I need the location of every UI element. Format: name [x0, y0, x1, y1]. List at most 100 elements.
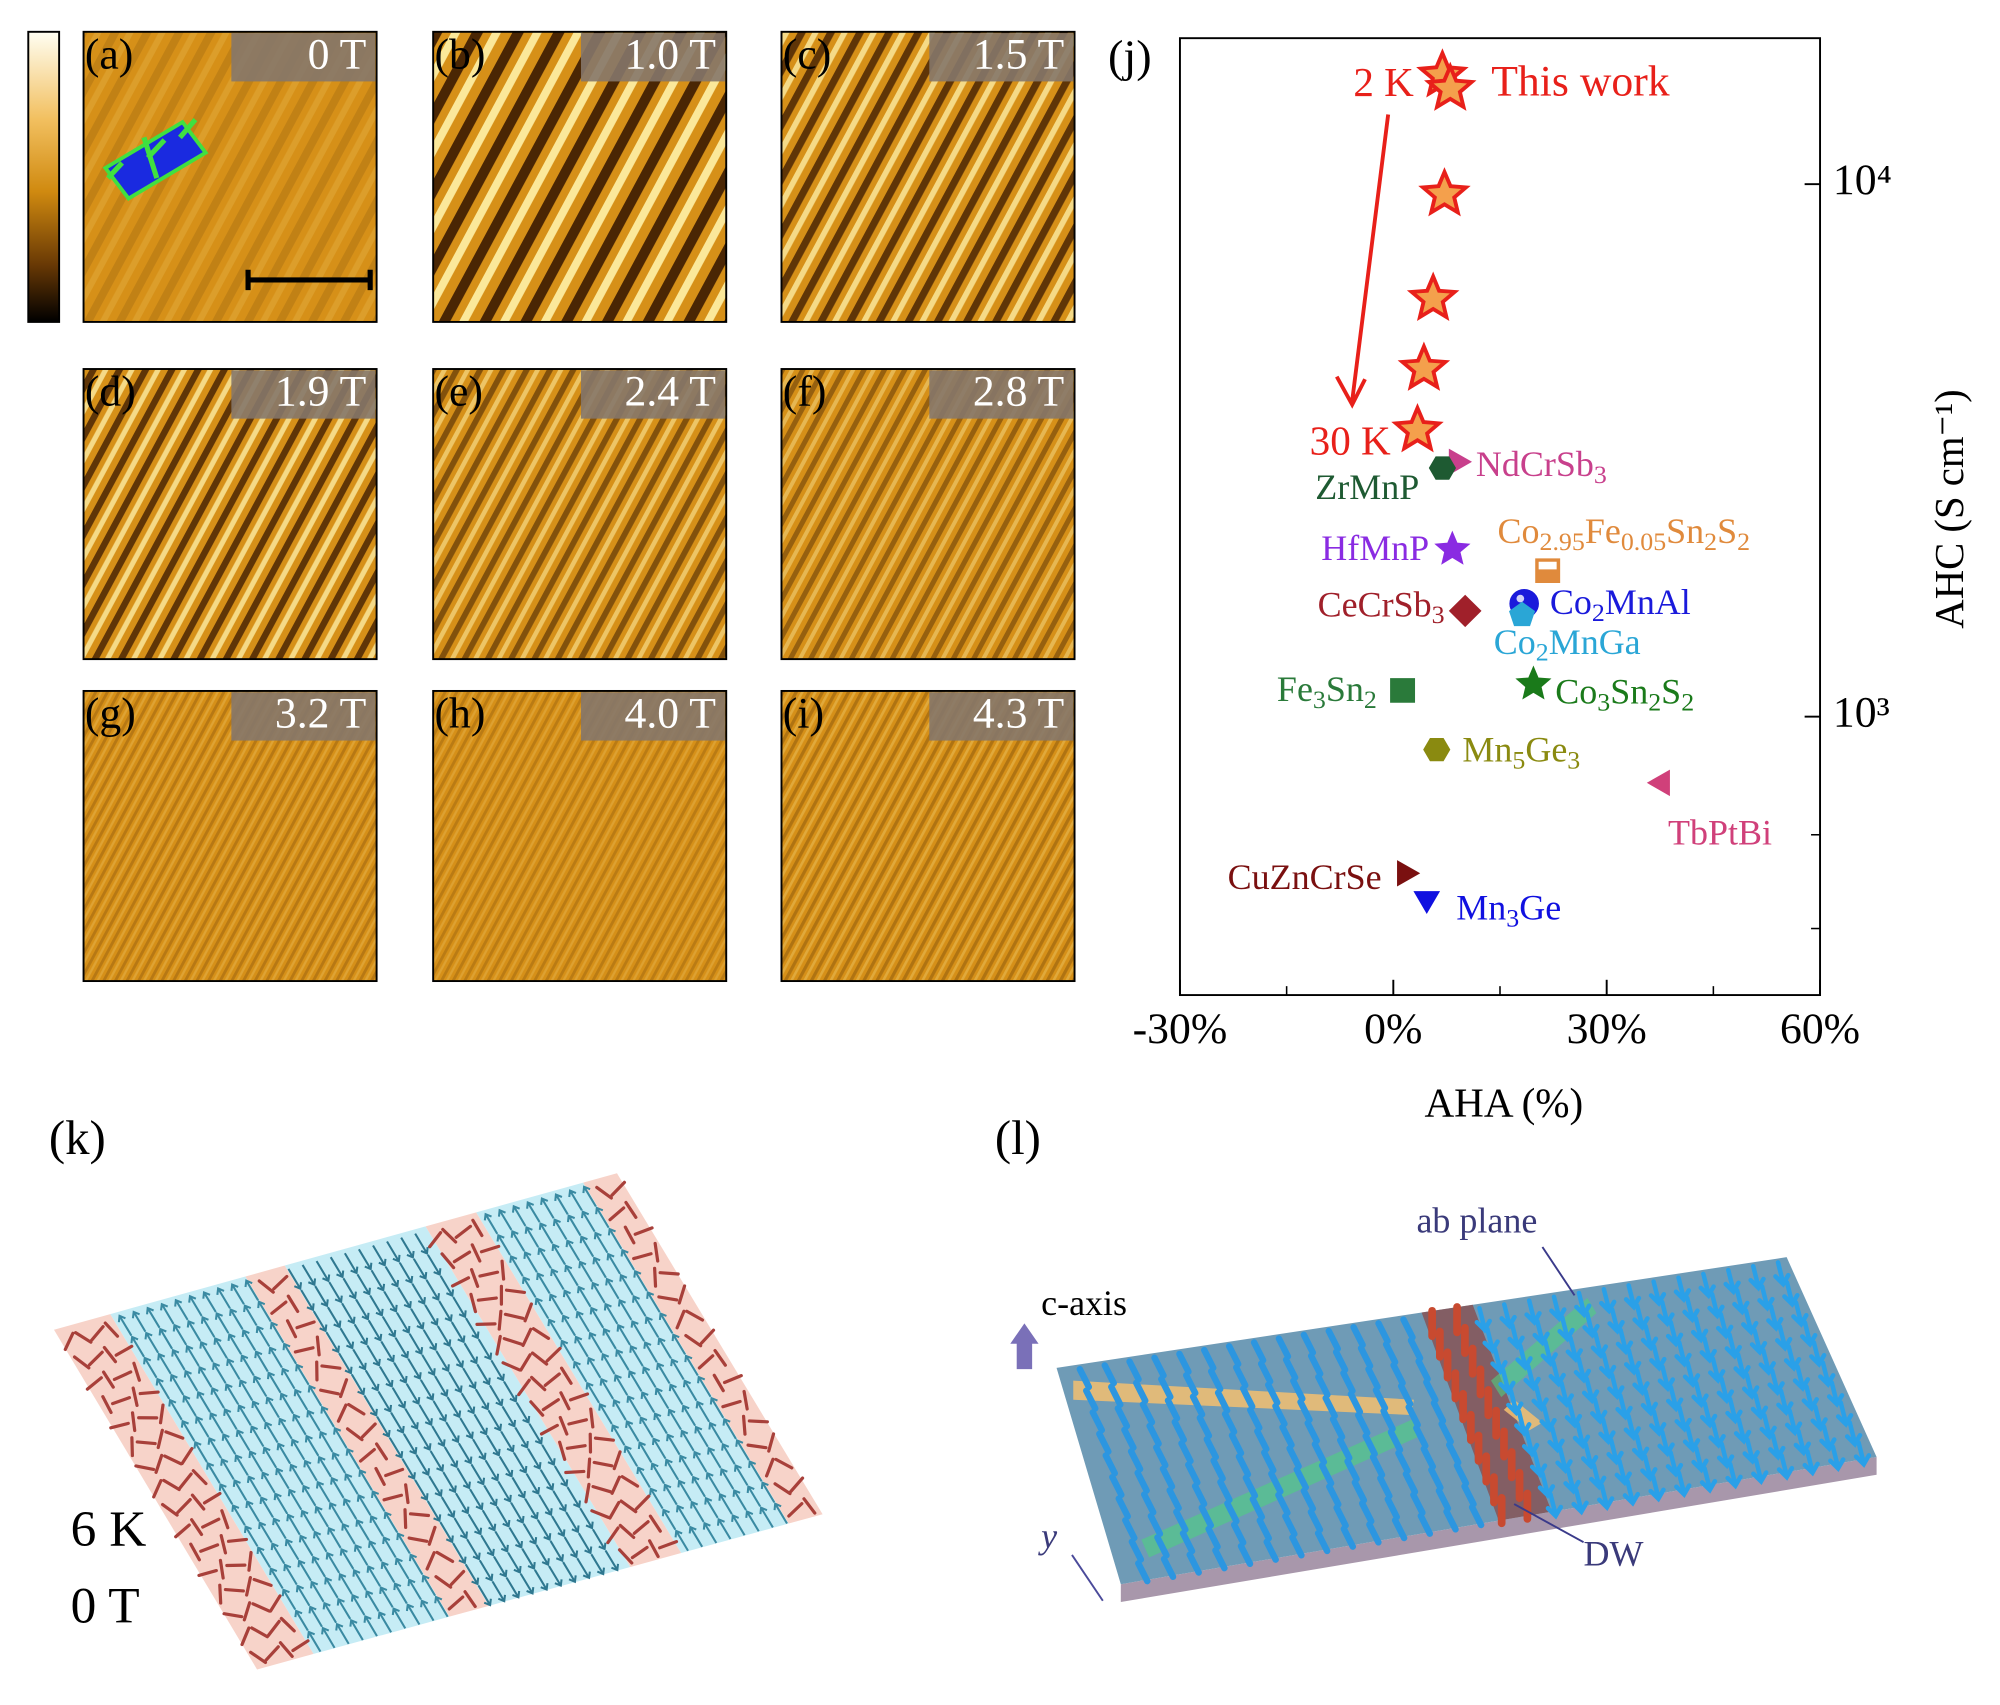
wall-spins: [1428, 1303, 1532, 1528]
field-box: [580, 692, 725, 741]
marker: [1434, 530, 1471, 565]
spin-arrows-left: [1076, 1316, 1485, 1585]
marker-detail: [1516, 594, 1525, 603]
x-tick-label: 60%: [1780, 1005, 1860, 1053]
domain-box: [102, 119, 209, 202]
y-tick-label: 10⁴: [1833, 156, 1892, 204]
y-axis-label: y: [1038, 1516, 1057, 1556]
x-tick-label: 0%: [1364, 1005, 1422, 1053]
series-label: TbPtBi: [1668, 813, 1772, 853]
x-tick-label: -30%: [1133, 1005, 1228, 1053]
field-label: 2.4 T: [624, 368, 715, 416]
wall-pointer: [1513, 1503, 1585, 1544]
marker-detail: [1538, 561, 1557, 570]
field-label: 3.2 T: [275, 690, 366, 738]
marker: [1391, 403, 1444, 453]
panel-label: (f): [783, 368, 827, 416]
panel-label: (j): [1108, 31, 1152, 82]
slab-side: [1120, 1456, 1877, 1603]
marker: [1509, 601, 1536, 627]
path-green: [1491, 1297, 1597, 1398]
y-axis-line: [1071, 1554, 1104, 1602]
marker: [1390, 678, 1416, 703]
marker: [1515, 665, 1552, 700]
field-label: 1.9 T: [275, 368, 366, 416]
field-label: 1.0 T: [624, 31, 715, 79]
marker: [1397, 341, 1451, 391]
scatter-chart: (j) AHA (%) AHC (S cm⁻¹) 2 K 30 K -30% 0%…: [1108, 31, 1972, 1126]
temperature-arrow: [1335, 114, 1391, 409]
field-box: [580, 33, 725, 82]
marker: [1424, 61, 1477, 111]
wall-region: [245, 1265, 489, 1617]
afm-panels: 0 T (a) 1.0 T (b) 1.5 T (c) 1.9 T (d) 2.4 T (e) 2.…: [82, 31, 1076, 983]
series-label: HfMnP: [1321, 528, 1429, 568]
x-axis-title: AHA (%): [1424, 1081, 1583, 1126]
marker: [1418, 167, 1471, 217]
x-tick-label: 30%: [1567, 1005, 1647, 1053]
series-label: Co3Sn2S2: [1555, 672, 1694, 716]
field-label: 2.8 T: [973, 368, 1064, 416]
marker: [1448, 594, 1482, 628]
series-label: NdCrSb3: [1476, 445, 1607, 489]
series-label: This work: [1491, 58, 1670, 106]
series-label: CeCrSb3: [1318, 585, 1445, 629]
c-axis-label: c-axis: [1041, 1283, 1127, 1323]
panel-label: (g): [85, 690, 136, 738]
marker: [1646, 769, 1670, 797]
panel-label: (e): [434, 368, 482, 416]
wall-spins: [63, 1180, 817, 1665]
annotation: 30 K: [1310, 419, 1392, 464]
panel-label: (h): [434, 690, 485, 738]
marker: [1423, 738, 1451, 762]
temperature-label: 6 K: [71, 1501, 147, 1558]
spin-arrows-up: [117, 1185, 788, 1653]
series-label: CuZnCrSe: [1228, 857, 1382, 897]
field-label: 4.3 T: [973, 690, 1064, 738]
series-label: Mn3Ge: [1456, 888, 1561, 932]
wall-region: [583, 1173, 823, 1524]
series-label: ZrMnP: [1315, 467, 1419, 507]
annotation: 2 K: [1353, 60, 1414, 105]
marker: [1406, 271, 1460, 321]
panel-label: (k): [49, 1111, 106, 1165]
wall-label: DW: [1584, 1534, 1644, 1574]
field-box: [231, 370, 376, 419]
field-box: [929, 370, 1074, 419]
field-box: [231, 33, 376, 82]
marker: [1413, 891, 1441, 915]
scale-bar: [245, 269, 373, 291]
field-box: [929, 33, 1074, 82]
panel-label: (i): [783, 690, 824, 738]
series-label: Co2MnGa: [1494, 622, 1641, 666]
field-box: [231, 692, 376, 741]
c-axis-arrow: [1010, 1323, 1039, 1370]
y-axis-title: AHC (S cm⁻¹): [1927, 389, 1972, 628]
series-label: Co2MnAl: [1550, 583, 1691, 627]
marker: [1397, 860, 1421, 887]
series-label: Fe3Sn2: [1277, 669, 1377, 713]
series-label: Co2.95Fe0.05Sn2S2: [1498, 511, 1751, 555]
spin-arrows-down: [287, 1233, 620, 1607]
field-label: 0 T: [308, 31, 367, 79]
plane-label: ab plane: [1416, 1200, 1537, 1240]
panel-label: (l): [995, 1111, 1041, 1165]
spin-arrows-right: [1474, 1260, 1872, 1520]
marker: [1428, 456, 1457, 480]
panel-label: (a): [85, 31, 133, 79]
field-box: [929, 692, 1074, 741]
field-label: 4.0 T: [624, 690, 715, 738]
panel-label: (c): [783, 31, 831, 79]
series-label: Mn5Ge3: [1462, 730, 1580, 774]
plane-pointer: [1541, 1246, 1576, 1296]
y-tick-label: 10³: [1833, 689, 1890, 737]
field-box: [580, 370, 725, 419]
diagram-k: (k) 6 K 0 T: [49, 1111, 823, 1670]
field-label: 1.5 T: [973, 31, 1064, 79]
domain-arrows: [106, 117, 198, 180]
colorbar: [27, 30, 61, 323]
field-label: 0 T: [71, 1578, 140, 1635]
diagram-l: (l) c-axis ab plane DW y: [995, 1111, 1877, 1603]
